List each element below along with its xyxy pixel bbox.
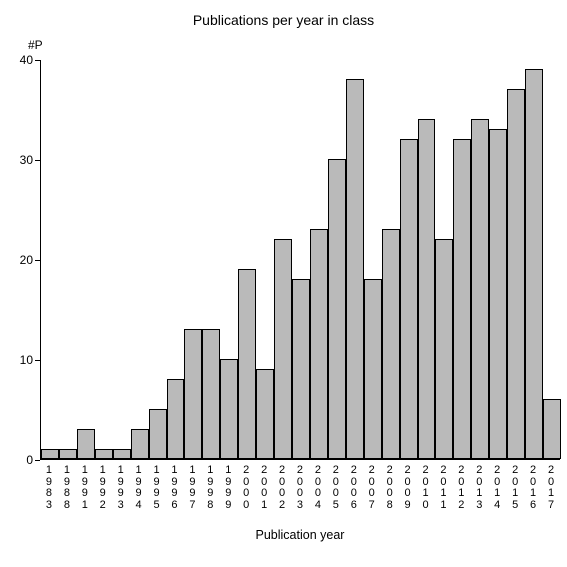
x-tick-label: 1 9 9 8 (201, 465, 219, 511)
bar (525, 69, 543, 459)
bar (149, 409, 167, 459)
x-tick-label: 2 0 1 0 (417, 465, 435, 511)
x-tick-label: 2 0 1 7 (542, 465, 560, 511)
x-tick-label: 2 0 0 8 (381, 465, 399, 511)
y-tick (35, 460, 40, 461)
bar (274, 239, 292, 459)
x-tick-label: 2 0 1 1 (434, 465, 452, 511)
chart-container: Publications per year in class #P Public… (0, 0, 567, 567)
x-tick-label: 2 0 1 4 (488, 465, 506, 511)
bar (382, 229, 400, 459)
x-tick-label: 2 0 0 2 (273, 465, 291, 511)
x-tick-label: 2 0 1 6 (524, 465, 542, 511)
x-tick-label: 1 9 9 6 (166, 465, 184, 511)
x-axis-title: Publication year (40, 528, 560, 542)
bar (364, 279, 382, 459)
bar (184, 329, 202, 459)
bar (471, 119, 489, 459)
y-axis-label: #P (28, 38, 43, 52)
y-tick-label: 0 (7, 453, 33, 467)
y-tick (35, 160, 40, 161)
x-tick-label: 2 0 1 5 (506, 465, 524, 511)
y-tick-label: 10 (7, 353, 33, 367)
x-tick-label: 2 0 1 3 (470, 465, 488, 511)
x-tick-label: 1 9 8 8 (58, 465, 76, 511)
bar (489, 129, 507, 459)
x-tick-label: 1 9 9 9 (219, 465, 237, 511)
bar (507, 89, 525, 459)
x-tick-label: 1 9 9 4 (130, 465, 148, 511)
y-tick (35, 260, 40, 261)
x-tick-label: 1 9 9 1 (76, 465, 94, 511)
x-tick-label: 1 9 9 7 (183, 465, 201, 511)
y-tick-label: 20 (7, 253, 33, 267)
bar (95, 449, 113, 459)
bar (310, 229, 328, 459)
bar (256, 369, 274, 459)
bar (418, 119, 436, 459)
bar (167, 379, 185, 459)
x-tick-label: 2 0 1 2 (452, 465, 470, 511)
x-tick-label: 2 0 0 4 (309, 465, 327, 511)
x-tick-label: 1 9 9 5 (148, 465, 166, 511)
bar (453, 139, 471, 459)
x-tick-label: 1 9 8 3 (40, 465, 58, 511)
x-tick-label: 2 0 0 9 (399, 465, 417, 511)
bar (328, 159, 346, 459)
bar (202, 329, 220, 459)
x-tick-label: 2 0 0 7 (363, 465, 381, 511)
x-tick-label: 1 9 9 2 (94, 465, 112, 511)
bar (131, 429, 149, 459)
bar (435, 239, 453, 459)
bar (113, 449, 131, 459)
bar (59, 449, 77, 459)
bar (400, 139, 418, 459)
bar (346, 79, 364, 459)
x-tick-label: 2 0 0 6 (345, 465, 363, 511)
x-tick-label: 2 0 0 0 (237, 465, 255, 511)
y-tick-label: 40 (7, 53, 33, 67)
plot-area (40, 60, 560, 460)
x-tick-label: 2 0 0 3 (291, 465, 309, 511)
x-tick-label: 1 9 9 3 (112, 465, 130, 511)
y-tick-label: 30 (7, 153, 33, 167)
bar (543, 399, 561, 459)
bar (292, 279, 310, 459)
chart-title: Publications per year in class (0, 12, 567, 28)
y-tick (35, 360, 40, 361)
x-tick-label: 2 0 0 5 (327, 465, 345, 511)
y-tick (35, 60, 40, 61)
x-tick-label: 2 0 0 1 (255, 465, 273, 511)
bar (77, 429, 95, 459)
bar (220, 359, 238, 459)
bar (238, 269, 256, 459)
bar (41, 449, 59, 459)
